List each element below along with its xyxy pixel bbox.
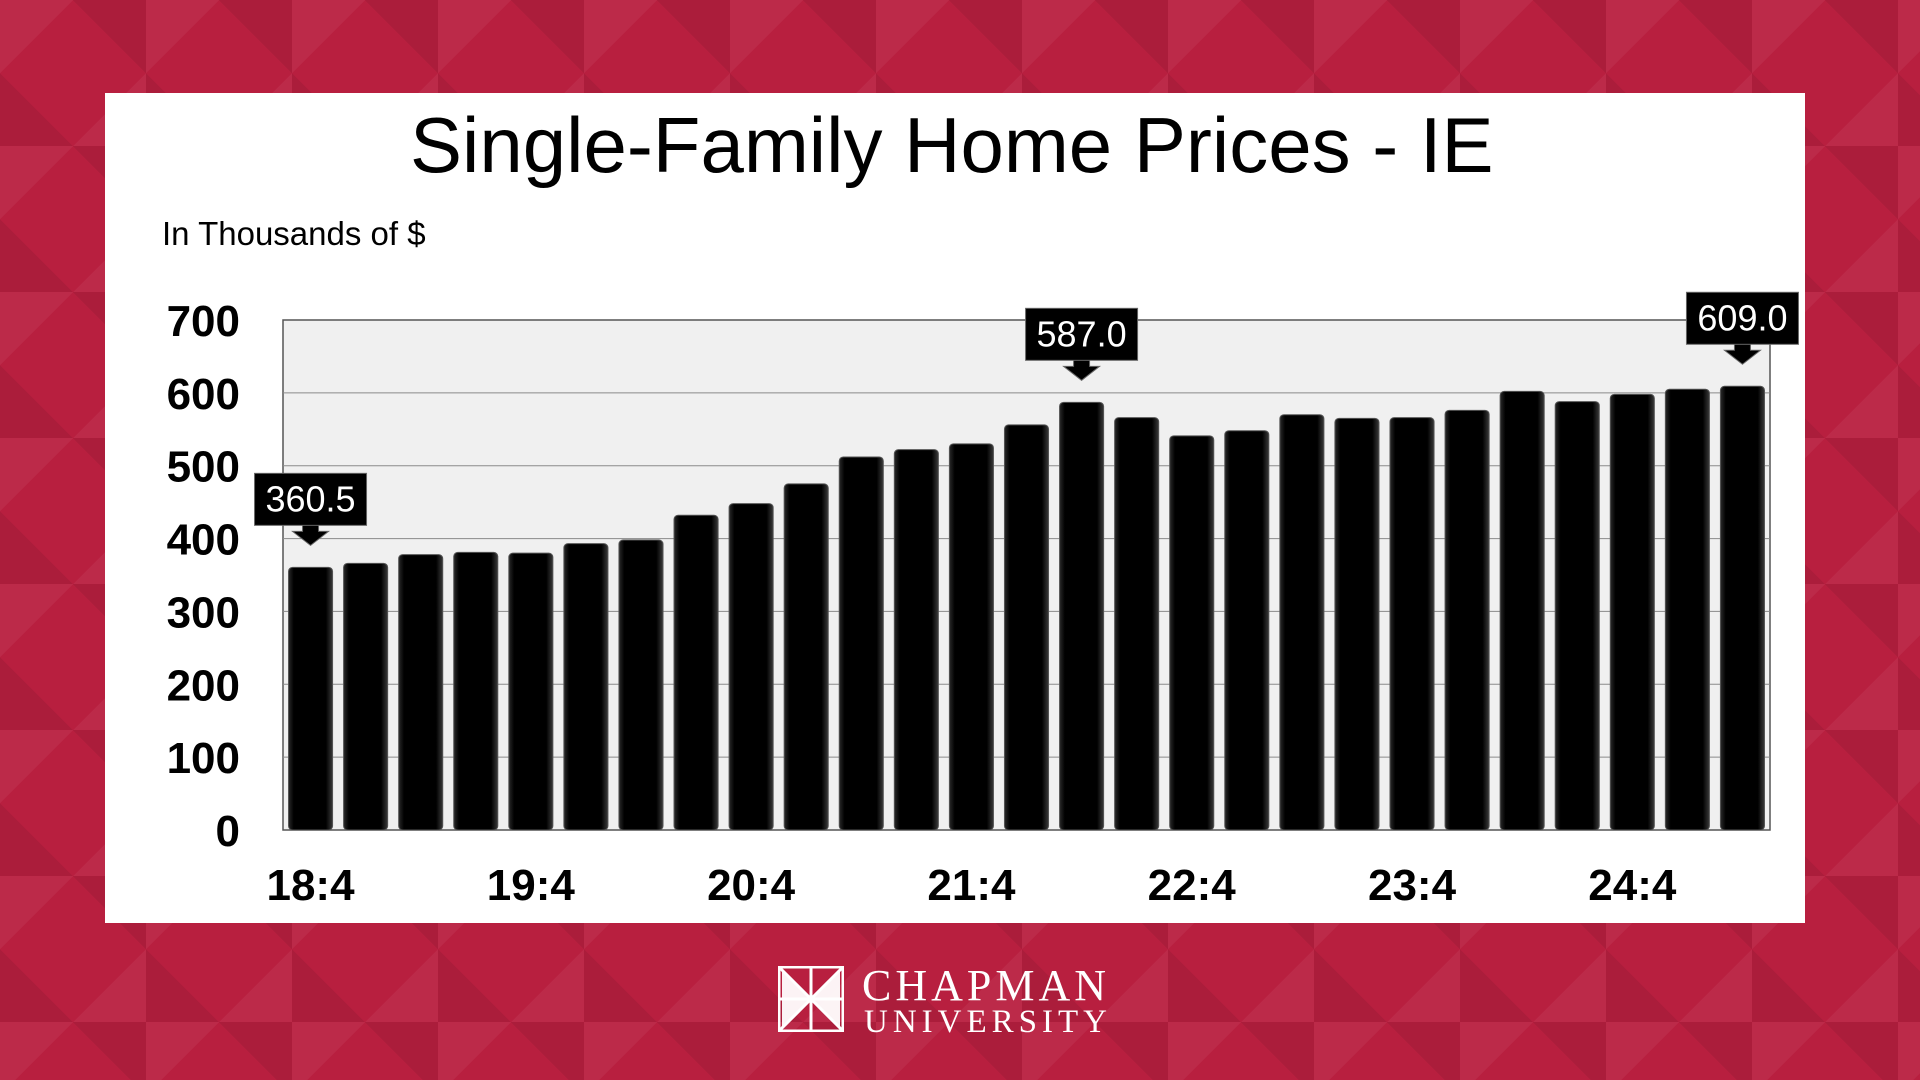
value-callout: 360.5 <box>254 472 368 546</box>
bar <box>398 554 444 831</box>
callout-box <box>254 472 368 526</box>
x-tick-label: 22:4 <box>1148 861 1237 910</box>
x-tick-label: 19:4 <box>487 861 576 910</box>
bar <box>618 539 664 831</box>
chapman-emblem-icon <box>778 966 844 1032</box>
x-tick-label: 24:4 <box>1588 861 1677 910</box>
y-tick-label: 100 <box>167 734 240 783</box>
bar <box>1279 414 1325 831</box>
y-tick-label: 700 <box>167 297 240 346</box>
bar <box>1169 435 1215 831</box>
university-logo: CHAPMAN UNIVERSITY <box>778 961 1143 1040</box>
callout-label: 587.0 <box>1037 313 1127 354</box>
y-tick-label: 600 <box>167 370 240 419</box>
callout-box <box>1685 291 1799 345</box>
units-label: In Thousands of $ <box>162 215 426 252</box>
y-tick-label: 500 <box>167 443 240 492</box>
bar <box>453 551 499 831</box>
bar <box>673 514 719 831</box>
bar <box>1664 388 1710 831</box>
bar <box>1719 385 1765 831</box>
bar <box>1499 390 1545 831</box>
bar <box>728 503 774 831</box>
callout-box <box>1025 307 1139 361</box>
callout-label: 360.5 <box>265 478 355 519</box>
bar <box>508 552 554 831</box>
y-tick-label: 300 <box>167 588 240 637</box>
university-subtitle: UNIVERSITY <box>864 1004 1112 1040</box>
x-tick-label: 18:4 <box>266 861 355 910</box>
y-tick-label: 400 <box>167 516 240 565</box>
x-tick-label: 23:4 <box>1368 861 1457 910</box>
bar <box>1389 417 1435 831</box>
chart: Single-Family Home Prices - IE In Thousa… <box>162 101 1799 910</box>
bar <box>1609 393 1655 831</box>
bar <box>948 443 994 831</box>
bar <box>1334 417 1380 831</box>
value-callout: 587.0 <box>1025 307 1139 381</box>
bar <box>288 566 334 831</box>
y-tick-label: 200 <box>167 661 240 710</box>
bar <box>1003 424 1050 831</box>
callout-label: 609.0 <box>1697 297 1787 338</box>
bar <box>1224 430 1270 831</box>
university-name: CHAPMAN <box>862 961 1111 1010</box>
bar <box>1114 417 1160 831</box>
bar <box>783 483 829 831</box>
chart-panel: Single-Family Home Prices - IE In Thousa… <box>105 93 1805 923</box>
bar <box>893 449 939 831</box>
bar <box>563 543 609 831</box>
bar <box>343 562 389 831</box>
y-tick-label: 0 <box>216 807 240 856</box>
chart-title: Single-Family Home Prices - IE <box>410 101 1494 189</box>
bar <box>838 456 884 831</box>
bar <box>1554 401 1600 831</box>
value-callout: 609.0 <box>1685 291 1799 365</box>
bar <box>1444 409 1490 831</box>
x-tick-label: 21:4 <box>927 861 1016 910</box>
bar <box>1059 401 1105 831</box>
x-tick-label: 20:4 <box>707 861 796 910</box>
